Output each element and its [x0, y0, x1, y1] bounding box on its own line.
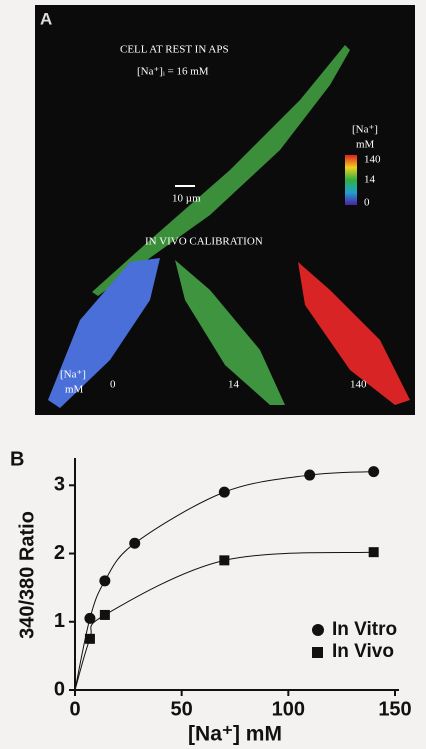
- panel-label: A: [40, 9, 52, 28]
- panel-label: B: [10, 448, 24, 470]
- legend-label: In Vitro: [332, 619, 397, 640]
- colorbar-tick: 140: [364, 154, 381, 166]
- y-axis-label: 340/380 Ratio: [16, 511, 38, 639]
- x-axis-label: [Na⁺] mM: [188, 723, 282, 746]
- fit-curve: [74, 471, 374, 691]
- x-tick-label: 50: [171, 698, 193, 720]
- calibration-unit: mM: [65, 384, 84, 396]
- calibration-axis: [Na⁺]: [60, 369, 86, 381]
- legend-marker: [312, 624, 324, 636]
- colorbar-title: [Na⁺]: [352, 124, 378, 136]
- calibration-label: 140: [350, 379, 367, 391]
- point: [99, 609, 110, 620]
- y-tick-label: 0: [54, 678, 65, 700]
- calibration-cell-0: [48, 258, 160, 408]
- calibration-cell-140: [298, 262, 410, 405]
- point: [129, 537, 141, 549]
- point: [84, 633, 95, 644]
- rest-title: CELL AT REST IN APS: [120, 44, 229, 56]
- point: [219, 555, 230, 566]
- panel-b: B 340/380 Ratio [Na⁺] mM 0 1 2 3 0 50 100 150 In…: [10, 448, 412, 745]
- point: [99, 575, 111, 587]
- y-tick-label: 3: [54, 474, 65, 496]
- calibration-title: IN VIVO CALIBRATION: [145, 236, 263, 248]
- colorbar-tick: 14: [364, 174, 376, 186]
- point: [368, 547, 379, 558]
- colorbar: [345, 155, 357, 205]
- legend-marker: [312, 647, 323, 658]
- point: [218, 486, 230, 498]
- point: [304, 469, 316, 481]
- y-tick-label: 2: [54, 542, 65, 564]
- legend-label: In Vivo: [332, 641, 394, 662]
- x-tick-label: 100: [272, 698, 305, 720]
- scale-bar-label: 10 µm: [172, 193, 201, 205]
- x-tick-label: 0: [69, 698, 80, 720]
- fit-curve: [74, 551, 374, 691]
- calibration-cell-14: [175, 260, 285, 405]
- colorbar-unit: mM: [356, 139, 375, 151]
- calibration-label: 0: [110, 379, 116, 391]
- calibration-label: 14: [228, 379, 240, 391]
- point: [84, 612, 96, 624]
- point: [368, 466, 380, 478]
- panel-a: A CELL AT REST IN APS [Na⁺]ᵢ = 16 mM [Na…: [35, 5, 415, 415]
- rest-concentration: [Na⁺]ᵢ = 16 mM: [137, 66, 209, 78]
- x-tick-label: 150: [378, 698, 411, 720]
- y-tick-label: 1: [54, 610, 65, 632]
- colorbar-tick: 0: [364, 197, 370, 209]
- cell-image: [92, 45, 350, 296]
